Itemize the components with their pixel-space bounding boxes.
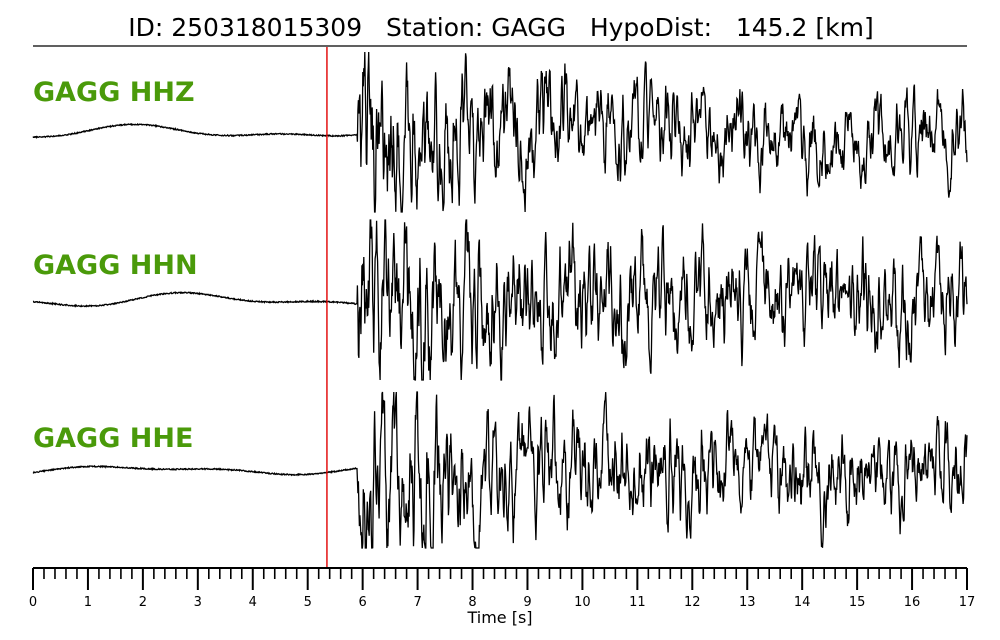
trace-line-2 bbox=[32, 219, 968, 381]
tick-label-13: 13 bbox=[739, 595, 756, 610]
tick-label-10: 10 bbox=[574, 595, 591, 610]
tick-label-12: 12 bbox=[684, 595, 701, 610]
chart-title: ID: 250318015309 Station: GAGG HypoDist:… bbox=[128, 13, 873, 42]
trace-label-3: GAGG HHE bbox=[33, 423, 193, 454]
traces-group: GAGG HHZ GAGG HHN GAGG HHE bbox=[32, 51, 968, 549]
trace-line-3 bbox=[32, 391, 968, 549]
tick-label-9: 9 bbox=[523, 595, 531, 610]
time-axis-ticks: 0 1 2 3 4 5 6 7 8 9 10 11 12 13 14 15 16 17 bbox=[29, 568, 975, 610]
tick-label-2: 2 bbox=[139, 595, 147, 610]
tick-label-0: 0 bbox=[29, 595, 37, 610]
trace-label-2: GAGG HHN bbox=[33, 250, 198, 281]
trace-line-1 bbox=[32, 51, 968, 213]
time-axis-title: Time [s] bbox=[466, 608, 532, 627]
tick-label-5: 5 bbox=[304, 595, 312, 610]
tick-label-15: 15 bbox=[849, 595, 866, 610]
trace-label-1: GAGG HHZ bbox=[33, 77, 195, 108]
tick-label-7: 7 bbox=[413, 595, 421, 610]
tick-label-6: 6 bbox=[359, 595, 367, 610]
tick-label-3: 3 bbox=[194, 595, 202, 610]
tick-label-4: 4 bbox=[249, 595, 257, 610]
tick-label-11: 11 bbox=[629, 595, 646, 610]
time-axis: 0 1 2 3 4 5 6 7 8 9 10 11 12 13 14 15 16 17 Time [s] bbox=[29, 567, 975, 627]
tick-label-1: 1 bbox=[84, 595, 92, 610]
tick-label-16: 16 bbox=[904, 595, 921, 610]
tick-label-14: 14 bbox=[794, 595, 811, 610]
tick-label-8: 8 bbox=[468, 595, 476, 610]
tick-label-17: 17 bbox=[959, 595, 976, 610]
